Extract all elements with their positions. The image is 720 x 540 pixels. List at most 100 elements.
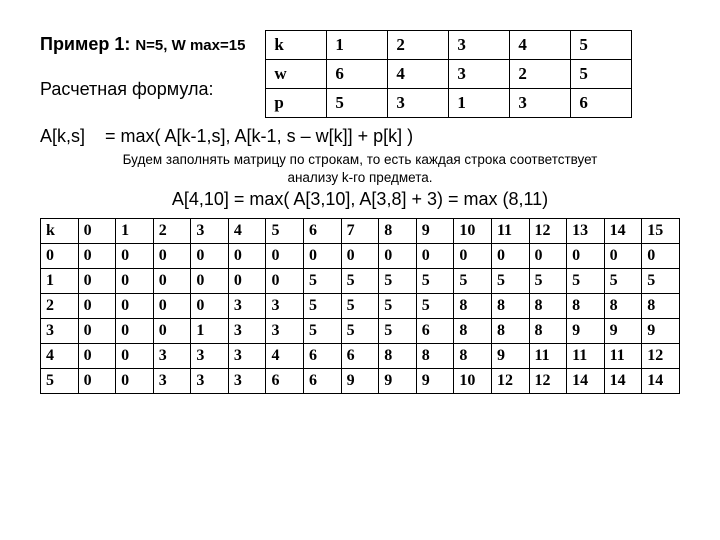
dp-header-cell: 7 (341, 219, 379, 244)
dp-cell: 8 (529, 294, 567, 319)
dp-cell: 0 (153, 319, 191, 344)
dp-header-cell: 9 (416, 219, 454, 244)
dp-header-cell: 4 (228, 219, 266, 244)
dp-cell: 0 (379, 244, 417, 269)
dp-cell: 12 (529, 369, 567, 394)
dp-cell: 0 (41, 244, 79, 269)
table-cell: 4 (388, 60, 449, 89)
calc-label: Расчетная формула: (40, 79, 245, 100)
dp-cell: 8 (454, 319, 492, 344)
table-cell: 4 (510, 31, 571, 60)
dp-header-cell: 1 (116, 219, 154, 244)
dp-cell: 5 (416, 294, 454, 319)
dp-cell: 8 (604, 294, 642, 319)
dp-cell: 1 (191, 319, 229, 344)
dp-cell: 0 (78, 294, 116, 319)
dp-cell: 5 (567, 269, 605, 294)
dp-cell: 0 (642, 244, 680, 269)
dp-cell: 9 (379, 369, 417, 394)
table-cell: 3 (449, 60, 510, 89)
dp-cell: 11 (604, 344, 642, 369)
dp-cell: 11 (529, 344, 567, 369)
table-cell: 6 (327, 60, 388, 89)
dp-cell: 0 (491, 244, 529, 269)
dp-cell: 0 (454, 244, 492, 269)
dp-cell: 14 (604, 369, 642, 394)
dp-cell: 0 (266, 244, 304, 269)
dp-row: 400333466888911111112 (41, 344, 680, 369)
dp-cell: 0 (266, 269, 304, 294)
table-cell: 3 (388, 89, 449, 118)
dp-row: 10000005555555555 (41, 269, 680, 294)
dp-cell: 0 (116, 294, 154, 319)
dp-cell: 3 (153, 344, 191, 369)
dp-header-cell: 14 (604, 219, 642, 244)
dp-cell: 5 (454, 269, 492, 294)
table-cell: 3 (510, 89, 571, 118)
dp-cell: 0 (191, 294, 229, 319)
dp-cell: 0 (78, 244, 116, 269)
dp-cell: 6 (416, 319, 454, 344)
table-cell: 2 (510, 60, 571, 89)
dp-header-cell: 5 (266, 219, 304, 244)
dp-cell: 8 (379, 344, 417, 369)
dp-cell: 0 (191, 244, 229, 269)
dp-cell: 6 (304, 344, 342, 369)
dp-cell: 8 (529, 319, 567, 344)
dp-cell: 0 (604, 244, 642, 269)
dp-cell: 3 (191, 344, 229, 369)
dp-cell: 3 (228, 344, 266, 369)
dp-cell: 0 (116, 369, 154, 394)
dp-cell: 6 (304, 369, 342, 394)
dp-row: 00000000000000000 (41, 244, 680, 269)
dp-header-cell: 15 (642, 219, 680, 244)
dp-cell: 0 (78, 269, 116, 294)
dp-row: 50033366999101212141414 (41, 369, 680, 394)
dp-header-cell: k (41, 219, 79, 244)
note: Будем заполнять матрицу по строкам, то е… (40, 151, 680, 187)
dp-cell: 8 (416, 344, 454, 369)
table-cell: 2 (388, 31, 449, 60)
dp-cell: 0 (416, 244, 454, 269)
note-line-2: анализу k-го предмета. (287, 170, 432, 185)
dp-cell: 0 (153, 244, 191, 269)
dp-cell: 4 (41, 344, 79, 369)
table-cell: 6 (571, 89, 632, 118)
dp-cell: 0 (116, 244, 154, 269)
table-cell: 5 (571, 31, 632, 60)
table-cell: 1 (327, 31, 388, 60)
dp-cell: 12 (491, 369, 529, 394)
dp-cell: 0 (116, 319, 154, 344)
dp-cell: 5 (341, 269, 379, 294)
items-table: k 1 2 3 4 5 w 6 4 3 2 5 p 5 3 1 3 6 (265, 30, 632, 118)
dp-cell: 3 (153, 369, 191, 394)
dp-cell: 8 (491, 294, 529, 319)
dp-cell: 0 (116, 269, 154, 294)
items-row-k: k 1 2 3 4 5 (266, 31, 632, 60)
example-title: Пример 1: N=5, W max=15 (40, 34, 245, 55)
dp-cell: 5 (379, 269, 417, 294)
formula: A[k,s] = max( A[k-1,s], A[k-1, s – w[k]]… (40, 126, 680, 147)
dp-header-cell: 2 (153, 219, 191, 244)
dp-cell: 3 (266, 319, 304, 344)
dp-cell: 0 (153, 269, 191, 294)
dp-cell: 2 (41, 294, 79, 319)
dp-header-cell: 10 (454, 219, 492, 244)
dp-cell: 6 (266, 369, 304, 394)
dp-cell: 0 (304, 244, 342, 269)
dp-header-cell: 3 (191, 219, 229, 244)
title-params: N=5, W max=15 (135, 37, 245, 54)
dp-cell: 0 (529, 244, 567, 269)
items-row-p: p 5 3 1 3 6 (266, 89, 632, 118)
dp-cell: 8 (454, 344, 492, 369)
table-cell: 5 (327, 89, 388, 118)
dp-cell: 9 (567, 319, 605, 344)
dp-cell: 0 (567, 244, 605, 269)
dp-cell: 0 (228, 269, 266, 294)
dp-cell: 8 (491, 319, 529, 344)
dp-cell: 9 (491, 344, 529, 369)
dp-cell: 5 (529, 269, 567, 294)
dp-header-cell: 12 (529, 219, 567, 244)
dp-cell: 5 (41, 369, 79, 394)
dp-cell: 12 (642, 344, 680, 369)
